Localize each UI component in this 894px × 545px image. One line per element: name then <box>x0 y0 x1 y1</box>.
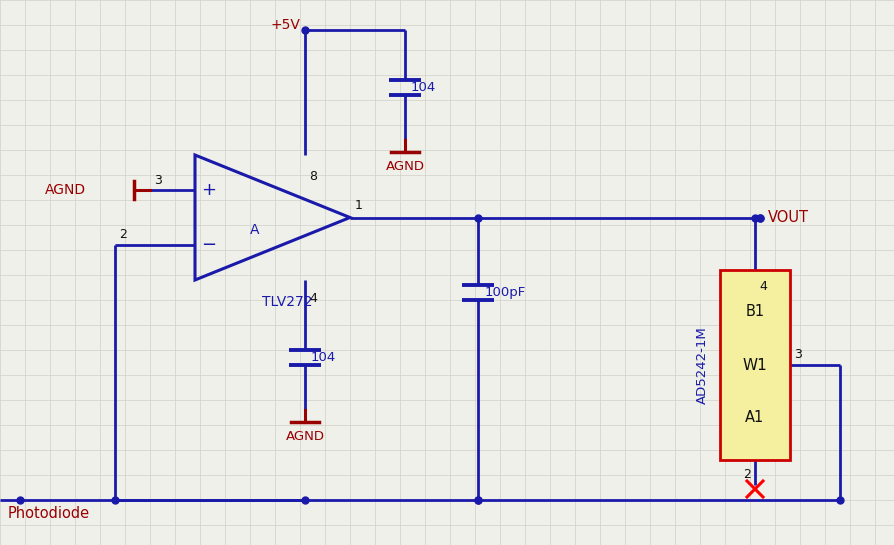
Text: +5V: +5V <box>270 18 300 32</box>
Text: 1: 1 <box>355 199 363 212</box>
Text: 4: 4 <box>759 280 767 293</box>
Text: AGND: AGND <box>385 160 425 173</box>
Bar <box>720 270 790 460</box>
Text: AGND: AGND <box>45 183 86 197</box>
Text: A1: A1 <box>746 410 764 426</box>
Text: AGND: AGND <box>285 429 325 443</box>
Text: W1: W1 <box>743 358 767 372</box>
Text: A: A <box>249 222 259 237</box>
Text: 104: 104 <box>311 351 336 364</box>
Text: +: + <box>201 181 216 199</box>
Text: 3: 3 <box>154 173 162 186</box>
Text: AD5242-1M: AD5242-1M <box>696 326 709 404</box>
Text: 2: 2 <box>743 468 751 481</box>
Text: 4: 4 <box>309 292 316 305</box>
Text: B1: B1 <box>746 305 764 319</box>
Text: Photodiode: Photodiode <box>8 506 90 522</box>
Text: 3: 3 <box>794 348 802 361</box>
Text: 2: 2 <box>119 228 127 241</box>
Text: 100pF: 100pF <box>485 286 527 299</box>
Text: −: − <box>201 236 216 254</box>
Text: VOUT: VOUT <box>768 210 809 225</box>
Text: 8: 8 <box>309 171 317 184</box>
Text: 104: 104 <box>411 81 436 94</box>
Text: TLV272: TLV272 <box>262 295 313 309</box>
